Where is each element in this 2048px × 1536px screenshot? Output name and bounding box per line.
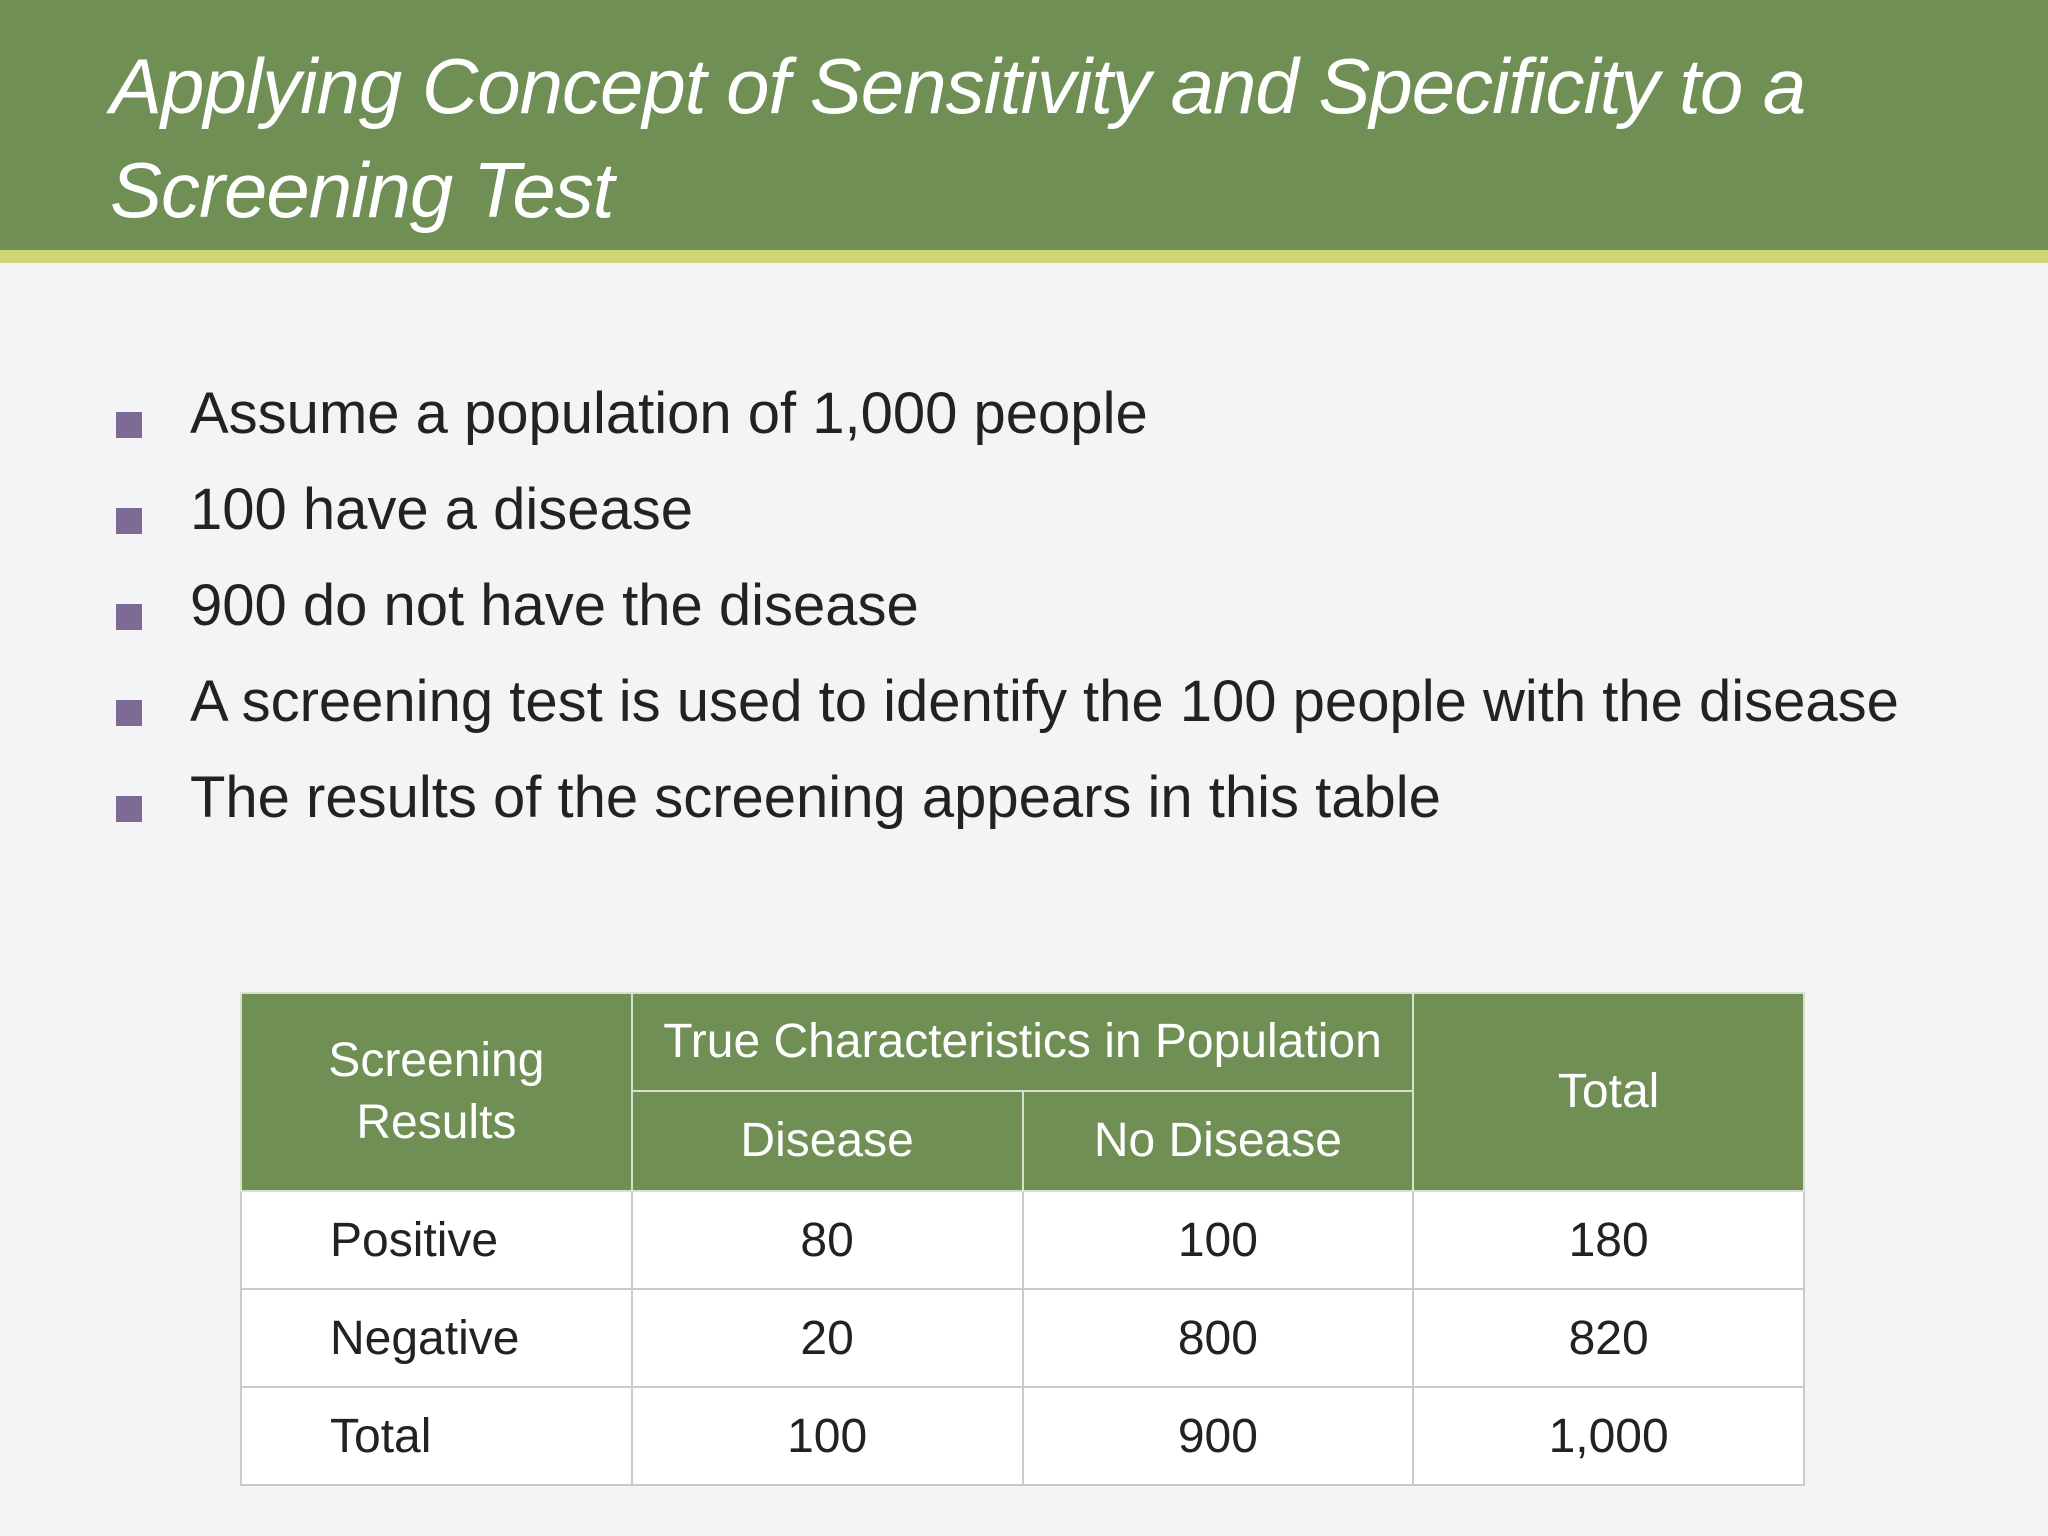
screening-results-table-wrapper: Screening Results True Characteristics i… [240, 992, 1805, 1486]
bullet-text: Assume a population of 1,000 people [190, 381, 1148, 446]
bullet-text: The results of the screening appears in … [190, 765, 1441, 830]
bullet-text: 100 have a disease [190, 477, 694, 542]
slide-title-line-2: Screening Test [110, 146, 614, 234]
disease-cell: 100 [630, 1386, 1024, 1486]
table-row: Total 100 900 1,000 [240, 1386, 1805, 1486]
bullet-item: 900 do not have the disease [110, 562, 1960, 650]
square-bullet-icon [116, 700, 142, 726]
title-bar [0, 0, 2048, 250]
bullet-item: Assume a population of 1,000 people [110, 370, 1960, 458]
row-label-cell: Negative [240, 1288, 633, 1388]
row-label-cell: Positive [240, 1190, 633, 1290]
no-disease-cell: 800 [1021, 1288, 1415, 1388]
table-row: Negative 20 800 820 [240, 1288, 1805, 1388]
total-cell: 1,000 [1412, 1386, 1805, 1486]
slide-title: Applying Concept of Sensitivity and Spec… [110, 34, 1970, 242]
total-cell: 180 [1412, 1190, 1805, 1290]
header-no-disease: No Disease [1021, 1090, 1415, 1192]
no-disease-cell: 900 [1021, 1386, 1415, 1486]
disease-cell: 80 [630, 1190, 1024, 1290]
header-true-characteristics: True Characteristics in Population [630, 992, 1415, 1092]
row-label-cell: Total [240, 1386, 633, 1486]
table-row: Positive 80 100 180 [240, 1190, 1805, 1290]
header-screening-results: Screening Results [240, 992, 633, 1192]
bullet-item: A screening test is used to identify the… [110, 658, 1960, 746]
total-cell: 820 [1412, 1288, 1805, 1388]
bullet-list: Assume a population of 1,000 people 100 … [110, 370, 1960, 850]
header-total: Total [1412, 992, 1805, 1192]
bullet-item: The results of the screening appears in … [110, 754, 1960, 842]
no-disease-cell: 100 [1021, 1190, 1415, 1290]
square-bullet-icon [116, 796, 142, 822]
square-bullet-icon [116, 412, 142, 438]
bullet-text: 900 do not have the disease [190, 573, 919, 638]
bullet-text: A screening test is used to identify the… [190, 669, 1899, 734]
square-bullet-icon [116, 604, 142, 630]
disease-cell: 20 [630, 1288, 1024, 1388]
bullet-item: 100 have a disease [110, 466, 1960, 554]
slide-title-line-1: Applying Concept of Sensitivity and Spec… [110, 42, 1806, 130]
screening-results-table: Screening Results True Characteristics i… [240, 992, 1805, 1486]
square-bullet-icon [116, 508, 142, 534]
title-accent-stripe [0, 250, 2048, 263]
header-disease: Disease [630, 1090, 1024, 1192]
